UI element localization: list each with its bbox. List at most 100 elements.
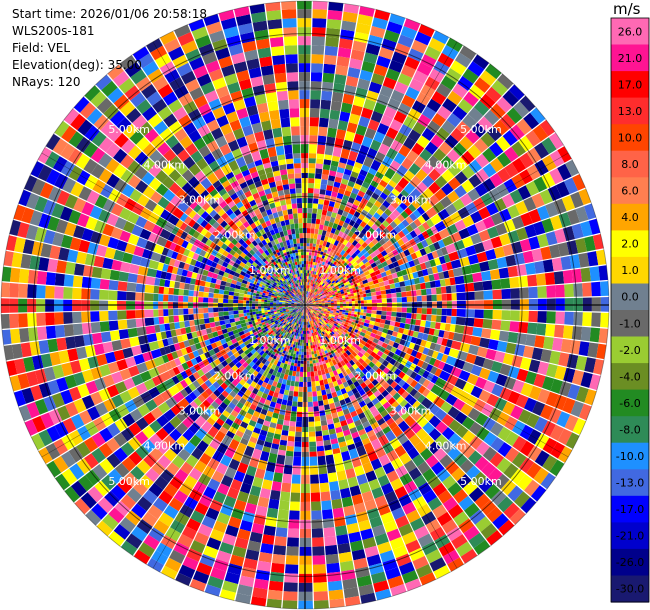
- ppi-cell: [354, 308, 358, 312]
- ppi-cell: [307, 213, 312, 219]
- ppi-cell: [314, 278, 318, 282]
- ppi-cell: [396, 297, 402, 303]
- ppi-cell: [311, 280, 314, 284]
- ppi-cell: [310, 270, 313, 274]
- ppi-cell: [275, 527, 288, 538]
- ppi-cell: [322, 509, 334, 520]
- ppi-cell: [283, 591, 298, 601]
- ppi-cell: [228, 314, 235, 319]
- ppi-cell: [350, 226, 357, 234]
- ppi-cell: [426, 98, 442, 113]
- ppi-cell: [462, 68, 479, 84]
- ppi-cell: [308, 282, 311, 286]
- ppi-cell: [429, 68, 445, 83]
- ppi-cell: [455, 52, 472, 68]
- ppi-cell: [351, 306, 355, 309]
- ppi-cell: [306, 301, 309, 304]
- ppi-cell: [308, 295, 311, 298]
- ppi-cell: [379, 85, 394, 98]
- ppi-cell: [325, 454, 335, 465]
- ppi-cell: [516, 333, 528, 345]
- ppi-cell: [354, 229, 361, 236]
- ppi-cell: [297, 406, 303, 412]
- ppi-cell: [376, 294, 382, 300]
- ppi-cell: [362, 290, 366, 294]
- ppi-cell: [387, 98, 401, 111]
- ppi-cell: [309, 243, 313, 247]
- ppi-cell: [316, 144, 326, 155]
- ppi-cell: [309, 276, 312, 280]
- ppi-cell: [378, 47, 394, 60]
- ppi-cell: [381, 298, 387, 303]
- ppi-cell: [371, 73, 385, 85]
- ppi-cell: [334, 74, 347, 85]
- ppi-cell: [354, 298, 358, 301]
- ppi-cell: [311, 289, 313, 293]
- ppi-cell: [329, 481, 340, 492]
- ppi-cell: [358, 202, 366, 210]
- ppi-cell: [450, 285, 457, 293]
- ppi-cell: [63, 324, 74, 337]
- ppi-cell: [554, 324, 565, 338]
- ppi-cell: [318, 244, 323, 249]
- ppi-cell: [285, 564, 299, 574]
- ppi-cell: [307, 282, 310, 286]
- ppi-cell: [542, 259, 554, 273]
- ppi-cell: [354, 161, 363, 169]
- ppi-cell: [336, 307, 340, 310]
- ppi-cell: [313, 265, 317, 269]
- ppi-cell: [333, 240, 340, 246]
- ppi-cell: [319, 239, 324, 246]
- ppi-cell: [500, 278, 511, 289]
- ppi-cell: [327, 180, 335, 187]
- ppi-cell: [348, 298, 352, 302]
- ppi-cell: [313, 198, 319, 204]
- ppi-cell: [340, 102, 353, 114]
- ray: [305, 3, 360, 303]
- ppi-cell: [401, 64, 416, 78]
- ppi-cell: [271, 562, 285, 574]
- ppi-cell: [347, 294, 352, 297]
- ppi-cell: [510, 310, 520, 321]
- ppi-cell: [386, 311, 392, 316]
- ppi-cell: [394, 131, 408, 145]
- ppi-cell: [333, 181, 341, 188]
- ppi-cell: [421, 127, 436, 141]
- ppi-cell: [353, 316, 357, 320]
- ppi-cell: [316, 362, 320, 366]
- ppi-cell: [345, 185, 354, 193]
- ray: [305, 30, 449, 304]
- ppi-cell: [290, 492, 301, 502]
- ppi-cell: [366, 147, 378, 160]
- ppi-cell: [348, 237, 355, 244]
- ppi-cell: [328, 272, 332, 276]
- ppi-cell: [311, 276, 314, 280]
- ppi-cell: [306, 297, 308, 301]
- ppi-cell: [321, 268, 325, 272]
- ppi-cell: [391, 307, 397, 312]
- ppi-cell: [285, 410, 291, 416]
- ppi-cell: [316, 445, 325, 452]
- ppi-cell: [310, 228, 315, 234]
- ppi-cell: [306, 342, 309, 346]
- ppi-cell: [314, 416, 321, 422]
- ppi-cell: [345, 164, 354, 171]
- ppi-cell: [342, 11, 358, 23]
- ppi-cell: [401, 94, 416, 108]
- ppi-cell: [306, 300, 308, 304]
- ppi-cell: [358, 116, 370, 128]
- ppi-cell: [580, 326, 592, 342]
- ppi-cell: [270, 309, 274, 312]
- ppi-cell: [441, 308, 447, 316]
- ppi-cell: [45, 325, 57, 339]
- ppi-cell: [339, 307, 343, 310]
- ppi-cell: [543, 336, 554, 350]
- ppi-cell: [416, 62, 433, 76]
- ppi-cell: [412, 121, 426, 135]
- ppi-cell: [406, 307, 412, 313]
- ppi-cell: [370, 110, 383, 123]
- ppi-cell: [325, 190, 332, 196]
- ppi-cell: [321, 230, 327, 236]
- ppi-cell: [470, 263, 481, 274]
- ppi-cell: [318, 257, 322, 261]
